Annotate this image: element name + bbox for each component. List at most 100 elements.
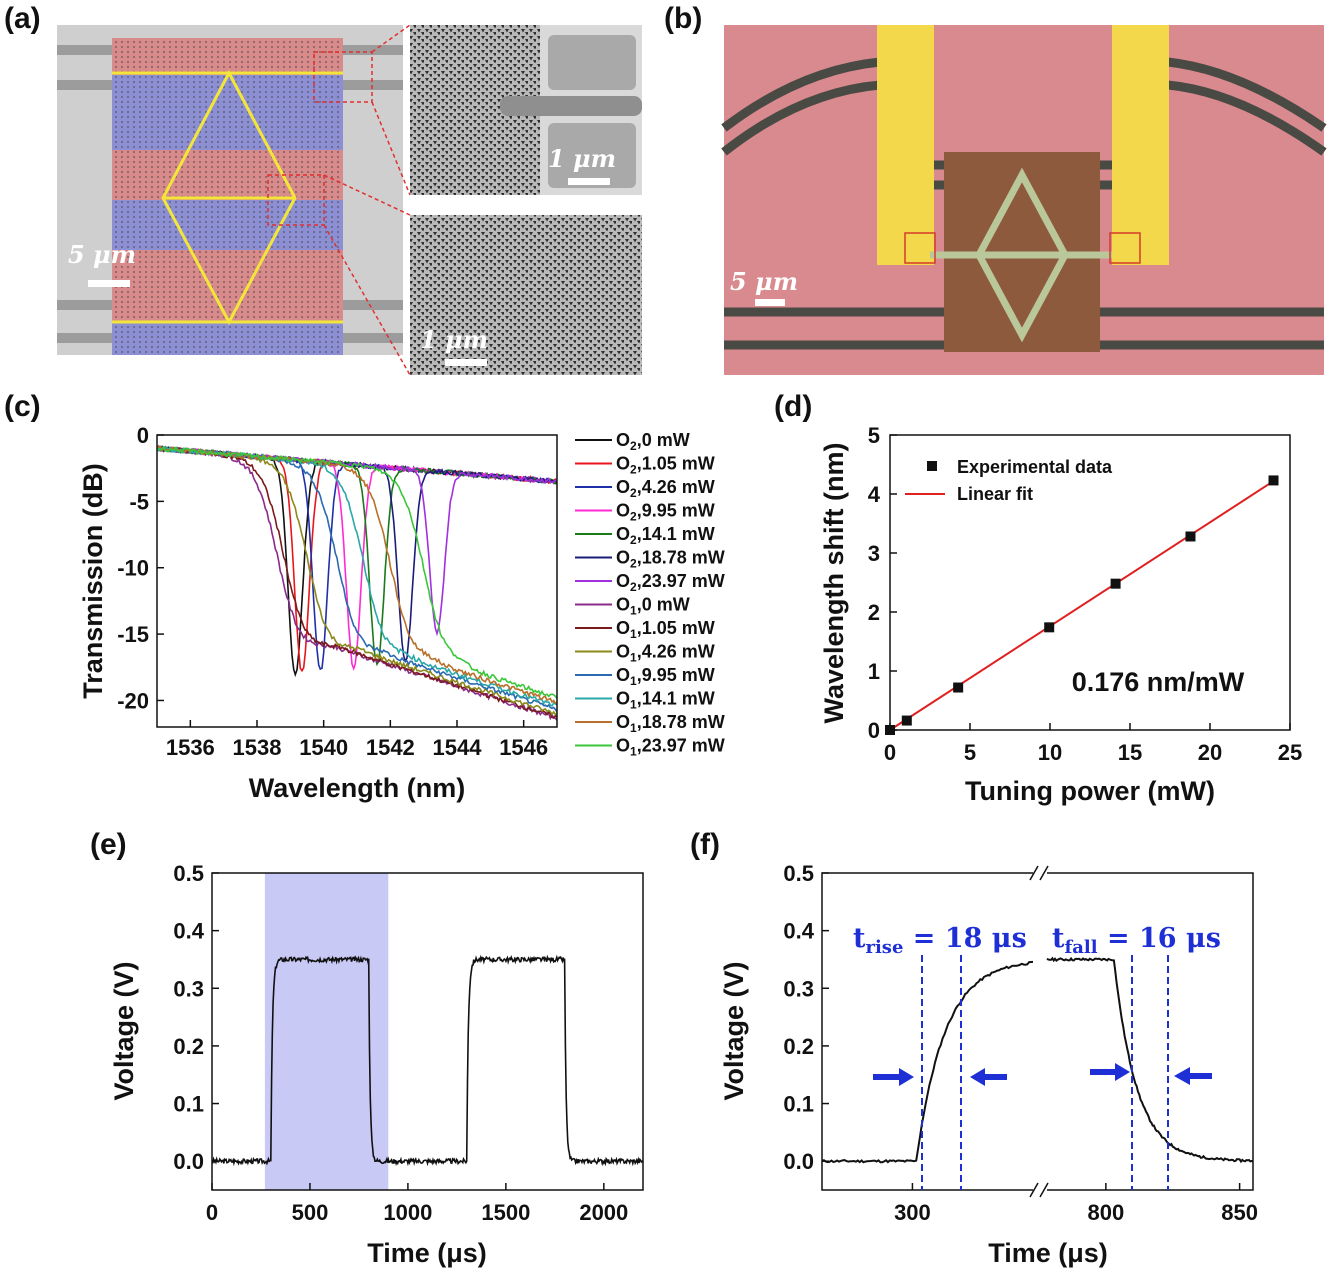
spectrum-series-12 [157,445,557,705]
slope-annotation: 0.176 nm/mW [1072,667,1245,697]
sem-inset-bottom: 1 μm [410,215,642,375]
chart-f-ytick-label-4: 0.4 [783,919,814,944]
scale-label-a-bottom: 1 μm [420,325,488,354]
micrograph-b: 5 μm [721,25,1327,375]
chart-f-ylabel: Voltage (V) [719,961,749,1100]
chart-f-ytick-label-5: 0.5 [783,861,814,886]
legend-label-9: O1,4.26 mW [616,642,715,665]
data-point-6 [1268,475,1279,486]
chart-e-xtick-label-3: 1500 [481,1200,530,1225]
chart-d-xtick-label-3: 15 [1118,740,1142,765]
chart-c-frame [156,434,558,728]
voltage-trace-e [212,954,643,1167]
spectrum-series-3 [157,446,557,672]
chart-e-frame [211,872,644,1191]
chart-f-xlabel: Time (μs) [988,1238,1108,1268]
sem-inset-top: 1 μm [410,25,642,195]
interval-arrows [873,1063,1212,1086]
chart-c-xtick-label-5: 1546 [499,735,548,760]
chart-e-ytick-label-0: 0.0 [173,1149,204,1174]
legend-label-12: O1,18.78 mW [616,712,725,735]
panel-label-e: (e) [90,828,127,861]
chart-f-ytick-label-2: 0.2 [783,1034,814,1059]
chart-c: 1536 1538 1540 1542 1544 1546 0 -5 -10 -15 -20 Wav… [78,423,725,803]
scale-label-b: 5 μm [730,267,798,296]
chart-e: 0 500 1000 1500 2000 0.0 0.1 0.2 0.3 0.4 0.5 Time … [109,861,644,1268]
t-rise-annotation: trise = 18 μs [853,923,1027,958]
chart-e-xtick-label-1: 500 [292,1200,329,1225]
chart-d-legend: Experimental data Linear fit [905,457,1113,504]
electrode-right [1112,25,1169,265]
chart-f-ytick-label-0: 0.0 [783,1149,814,1174]
electrode-left [877,25,934,265]
chart-c-xtick-label-0: 1536 [166,735,215,760]
chart-f-xtick-label-1: 800 [1087,1200,1124,1225]
data-point-2 [953,682,964,693]
chart-c-ytick-label-2: -10 [117,556,149,581]
chart-d-xtick-label-4: 20 [1198,740,1222,765]
chart-e-xlabel: Time (μs) [367,1238,487,1268]
chart-d: 0 5 10 15 20 25 0 1 2 3 4 5 Experimental data Linea… [819,423,1302,806]
chart-d-ytick-label-1: 1 [868,659,880,684]
scale-label-a-main: 5 μm [68,240,136,269]
legend-label-11: O1,14.1 mW [616,689,715,712]
panel-label-d: (d) [774,390,813,423]
time-markers [921,955,1169,1190]
chart-e-ytick-label-4: 0.4 [173,919,204,944]
legend-label-2: O2,4.26 mW [616,477,715,500]
spectrum-series-10 [157,446,557,713]
legend-label-0: O2,0 mW [616,430,690,453]
voltage-trace-rise [821,960,1034,1164]
spectrum-series-13 [157,445,557,699]
chart-c-xtick-label-2: 1540 [299,735,348,760]
chart-d-ytick-label-4: 4 [868,482,881,507]
spectrum-series-8 [157,445,557,719]
data-point-4 [1110,578,1121,589]
chart-c-ytick-label-4: -20 [117,688,149,713]
scale-label-a-top: 1 μm [548,144,616,173]
legend-linear-fit: Linear fit [957,484,1033,504]
chart-f-xtick-label-2: 850 [1221,1200,1258,1225]
spectrum-series-2 [157,445,557,671]
panel-label-b: (b) [664,2,703,35]
legend-experimental-data: Experimental data [957,457,1113,477]
shaded-interval [264,873,389,1190]
legend-label-8: O1,1.05 mW [616,618,715,641]
spectrum-series-1 [157,445,557,673]
chart-c-xtick-label-3: 1542 [366,735,415,760]
chart-f-frame [821,872,1254,1191]
legend-label-13: O1,23.97 mW [616,736,725,759]
chart-c-xtick-label-1: 1538 [233,735,282,760]
spectrum-series-9 [157,446,557,716]
legend-label-6: O2,23.97 mW [616,571,725,594]
chart-c-ylabel: Transmission (dB) [78,463,108,699]
t-fall-annotation: tfall = 16 μs [1052,923,1221,958]
panel-label-f: (f) [690,828,720,861]
data-point-3 [1044,622,1055,633]
chart-f-ytick-label-3: 0.3 [783,976,814,1001]
chart-d-xtick-label-2: 10 [1038,740,1062,765]
chart-c-ytick-label-3: -15 [117,622,149,647]
data-point-1 [901,715,912,726]
chart-d-xlabel: Tuning power (mW) [965,776,1215,806]
chart-c-ytick-label-1: -5 [129,489,149,514]
chart-c-ytick-label-0: 0 [137,423,149,448]
chart-d-frame [889,434,1291,731]
sem-image-a: 5 μm [57,24,411,376]
highlight-outline [112,69,343,326]
chart-e-ytick-label-3: 0.3 [173,976,204,1001]
chart-d-xtick-label-0: 0 [884,740,896,765]
chart-d-xtick-label-5: 25 [1278,740,1302,765]
chart-e-ytick-label-1: 0.1 [173,1092,204,1117]
data-point-5 [1185,531,1196,542]
legend-label-7: O1,0 mW [616,595,690,618]
chart-f: 300 800 850 0.0 0.1 0.2 0.3 0.4 0.5 trise = 18 μ… [719,861,1258,1268]
chart-e-ylabel: Voltage (V) [109,961,139,1100]
chart-e-xtick-label-4: 2000 [579,1200,628,1225]
chart-e-ytick-label-2: 0.2 [173,1034,204,1059]
chart-e-ytick-label-5: 0.5 [173,861,204,886]
panel-label-c: (c) [4,390,41,423]
chart-f-ytick-label-1: 0.1 [783,1092,814,1117]
chart-d-ytick-label-5: 5 [868,423,880,448]
